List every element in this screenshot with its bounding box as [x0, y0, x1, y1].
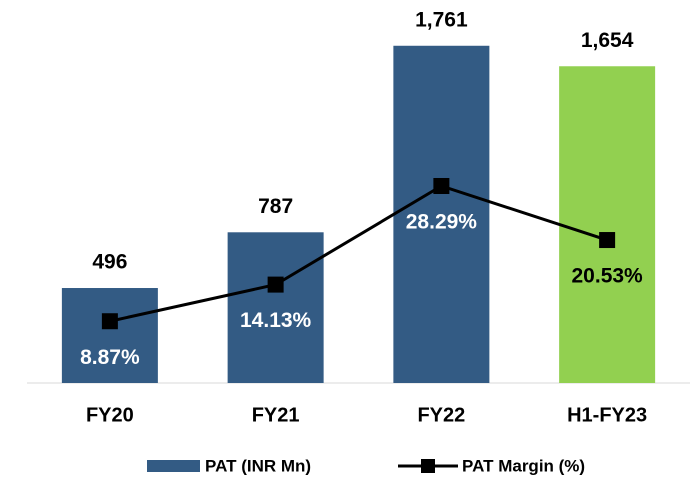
- line-value-label: 8.87%: [80, 346, 140, 369]
- line-value-label: 14.13%: [240, 309, 312, 332]
- line: [109, 184, 608, 323]
- bar-value-label: 1,761: [415, 8, 468, 31]
- line-marker: [267, 276, 284, 293]
- x-tick-label: H1-FY23: [567, 404, 647, 426]
- bar-value-label: 787: [258, 195, 293, 218]
- legend-swatch: [147, 460, 200, 472]
- bar-value-label: 1,654: [581, 29, 634, 52]
- x-tick-label: FY21: [252, 404, 300, 426]
- x-tick-label: FY20: [86, 404, 134, 426]
- bar-value-label: 496: [92, 251, 127, 274]
- bar: [393, 45, 490, 384]
- x-tick-label: FY22: [417, 404, 465, 426]
- line-marker: [101, 313, 118, 330]
- line-value-label: 28.29%: [406, 211, 478, 234]
- bar: [559, 66, 656, 383]
- line-value-label: 20.53%: [572, 265, 644, 288]
- line-marker: [433, 177, 450, 194]
- bar: [61, 288, 158, 383]
- line-marker: [599, 232, 616, 249]
- legend-marker: [421, 459, 435, 473]
- legend-label: PAT Margin (%): [462, 456, 585, 475]
- bar: [227, 232, 324, 383]
- legend-label: PAT (INR Mn): [205, 456, 311, 475]
